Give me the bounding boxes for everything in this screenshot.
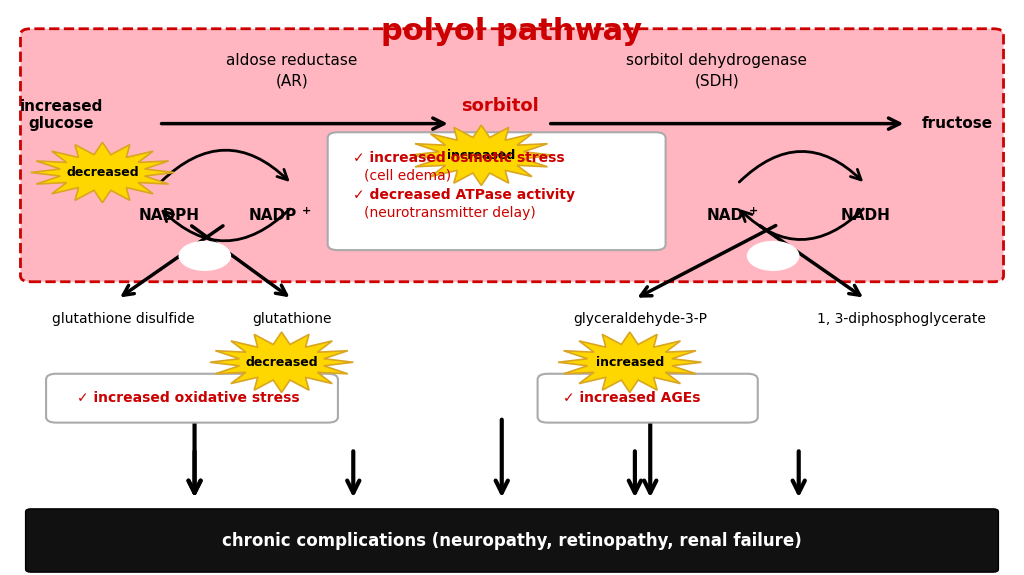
Polygon shape	[210, 332, 353, 392]
Text: ✓ increased osmotic stress: ✓ increased osmotic stress	[353, 151, 565, 165]
Text: decreased: decreased	[67, 166, 138, 179]
Text: NADH: NADH	[841, 208, 890, 223]
Text: +: +	[302, 206, 311, 216]
Text: ✓ increased AGEs: ✓ increased AGEs	[563, 391, 700, 405]
Text: glutathione: glutathione	[252, 312, 332, 326]
Text: (SDH): (SDH)	[694, 73, 739, 88]
FancyBboxPatch shape	[328, 132, 666, 250]
Text: increased
glucose: increased glucose	[19, 99, 103, 131]
Text: glutathione disulfide: glutathione disulfide	[51, 312, 195, 326]
Text: polyol pathway: polyol pathway	[381, 17, 643, 46]
Text: decreased: decreased	[246, 356, 317, 369]
Text: NADP: NADP	[249, 208, 297, 223]
FancyBboxPatch shape	[26, 509, 998, 572]
Polygon shape	[410, 125, 553, 185]
Text: (cell edema): (cell edema)	[364, 168, 451, 182]
Text: ✓ decreased ATPase activity: ✓ decreased ATPase activity	[353, 189, 575, 202]
Text: sorbitol dehydrogenase: sorbitol dehydrogenase	[627, 53, 807, 68]
Text: 1, 3-diphosphoglycerate: 1, 3-diphosphoglycerate	[817, 312, 985, 326]
Text: (neurotransmitter delay): (neurotransmitter delay)	[364, 206, 536, 220]
Text: NAD: NAD	[707, 208, 743, 223]
Text: glyceraldehyde-3-P: glyceraldehyde-3-P	[573, 312, 707, 326]
Text: increased: increased	[596, 356, 664, 369]
Text: fructose: fructose	[922, 116, 993, 131]
Text: chronic complications (neuropathy, retinopathy, renal failure): chronic complications (neuropathy, retin…	[222, 531, 802, 550]
Text: (AR): (AR)	[275, 73, 308, 88]
Text: ✓ increased oxidative stress: ✓ increased oxidative stress	[77, 391, 299, 405]
FancyBboxPatch shape	[538, 374, 758, 423]
Text: sorbitol: sorbitol	[461, 97, 539, 116]
Circle shape	[179, 242, 230, 270]
FancyBboxPatch shape	[46, 374, 338, 423]
Text: increased: increased	[447, 149, 515, 162]
FancyBboxPatch shape	[20, 29, 1004, 282]
Polygon shape	[558, 332, 701, 392]
Text: aldose reductase: aldose reductase	[226, 53, 357, 68]
Text: NADPH: NADPH	[138, 208, 200, 223]
Text: +: +	[749, 206, 758, 216]
Polygon shape	[31, 143, 174, 202]
Circle shape	[748, 242, 799, 270]
